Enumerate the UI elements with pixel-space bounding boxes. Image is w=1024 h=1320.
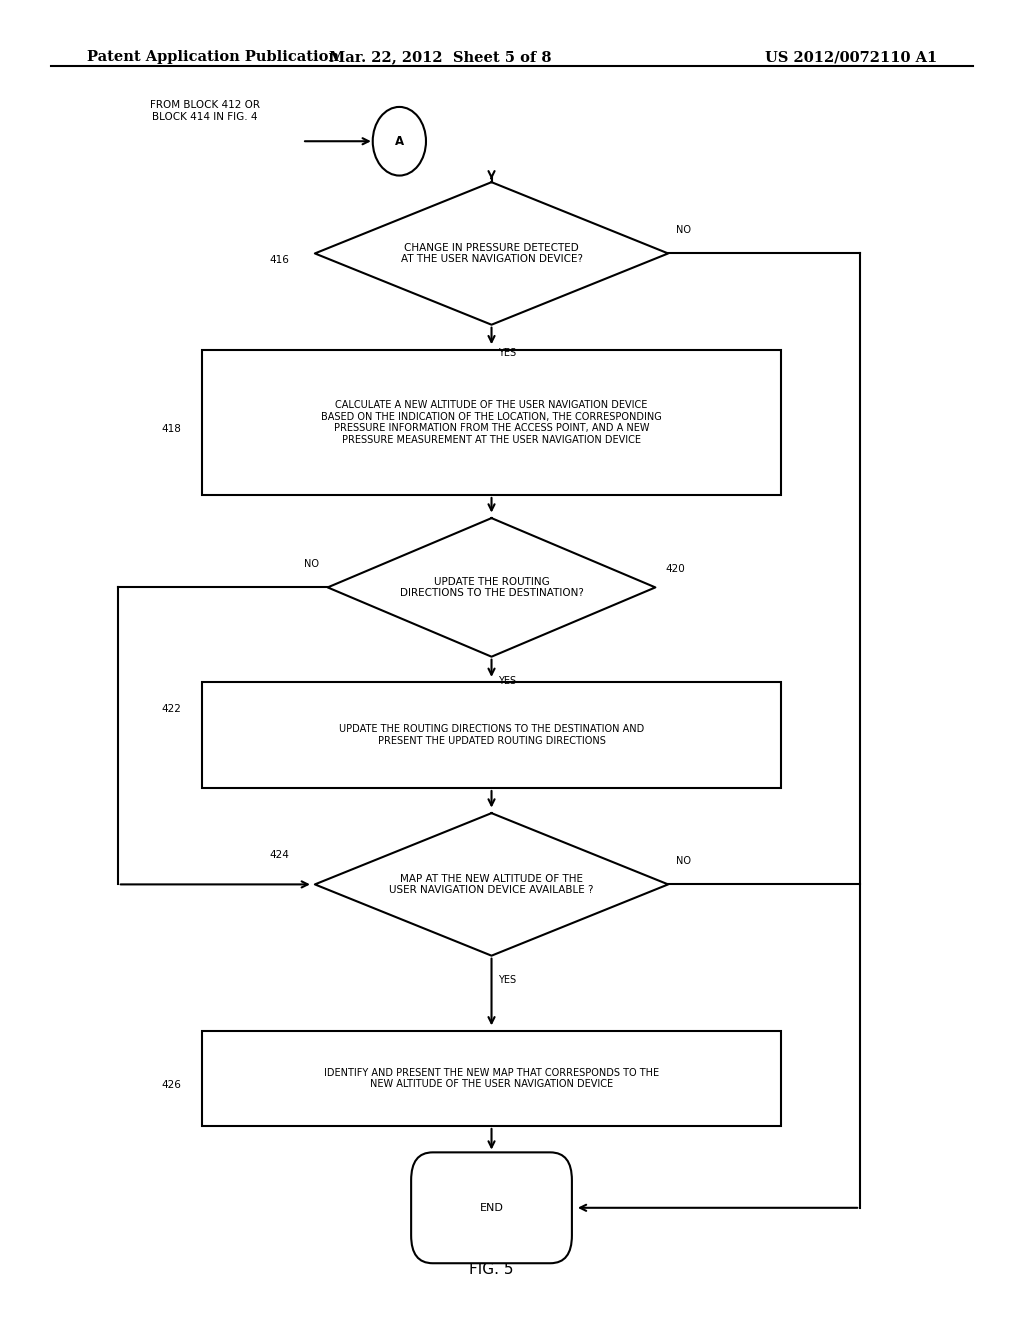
Text: CALCULATE A NEW ALTITUDE OF THE USER NAVIGATION DEVICE
BASED ON THE INDICATION O: CALCULATE A NEW ALTITUDE OF THE USER NAV… (322, 400, 662, 445)
Text: 424: 424 (269, 850, 289, 861)
Text: Mar. 22, 2012  Sheet 5 of 8: Mar. 22, 2012 Sheet 5 of 8 (329, 50, 552, 65)
Text: UPDATE THE ROUTING
DIRECTIONS TO THE DESTINATION?: UPDATE THE ROUTING DIRECTIONS TO THE DES… (399, 577, 584, 598)
FancyBboxPatch shape (411, 1152, 571, 1263)
Text: NO: NO (304, 558, 319, 569)
Text: 418: 418 (162, 424, 182, 434)
Text: UPDATE THE ROUTING DIRECTIONS TO THE DESTINATION AND
PRESENT THE UPDATED ROUTING: UPDATE THE ROUTING DIRECTIONS TO THE DES… (339, 725, 644, 746)
Text: IDENTIFY AND PRESENT THE NEW MAP THAT CORRESPONDS TO THE
NEW ALTITUDE OF THE USE: IDENTIFY AND PRESENT THE NEW MAP THAT CO… (324, 1068, 659, 1089)
Text: YES: YES (498, 676, 516, 686)
Bar (203, 350, 780, 495)
Text: FIG. 5: FIG. 5 (469, 1262, 514, 1278)
Bar (203, 682, 780, 788)
Text: 422: 422 (162, 704, 182, 714)
Polygon shape (328, 517, 655, 656)
Text: NO: NO (676, 224, 691, 235)
Text: A: A (395, 135, 403, 148)
Text: END: END (479, 1203, 504, 1213)
Bar (203, 1031, 780, 1126)
Polygon shape (315, 182, 668, 325)
Text: FROM BLOCK 412 OR
BLOCK 414 IN FIG. 4: FROM BLOCK 412 OR BLOCK 414 IN FIG. 4 (150, 100, 260, 121)
Polygon shape (315, 813, 668, 956)
Text: US 2012/0072110 A1: US 2012/0072110 A1 (765, 50, 937, 65)
Circle shape (373, 107, 426, 176)
Text: 416: 416 (269, 255, 289, 265)
Text: YES: YES (498, 348, 516, 359)
Text: 426: 426 (162, 1080, 182, 1090)
Text: 420: 420 (666, 564, 685, 574)
Text: YES: YES (498, 975, 516, 986)
Text: NO: NO (676, 855, 691, 866)
Text: CHANGE IN PRESSURE DETECTED
AT THE USER NAVIGATION DEVICE?: CHANGE IN PRESSURE DETECTED AT THE USER … (400, 243, 583, 264)
Text: Patent Application Publication: Patent Application Publication (87, 50, 339, 65)
Text: MAP AT THE NEW ALTITUDE OF THE
USER NAVIGATION DEVICE AVAILABLE ?: MAP AT THE NEW ALTITUDE OF THE USER NAVI… (389, 874, 594, 895)
